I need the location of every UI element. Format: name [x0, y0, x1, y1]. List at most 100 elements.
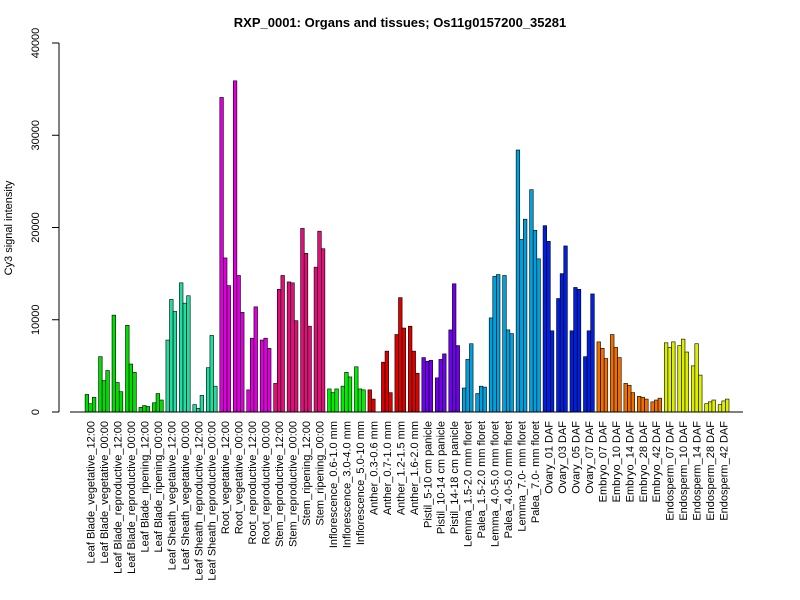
- bar: [496, 274, 501, 413]
- bar: [357, 388, 363, 413]
- x-tick-label: Ovary_05 DAF: [570, 421, 582, 494]
- bar: [725, 398, 730, 413]
- x-tick-label: Anther_1.2-1.5 mm: [395, 421, 407, 515]
- bar: [138, 407, 143, 413]
- bars-group: [70, 80, 743, 413]
- bar: [128, 363, 134, 413]
- bar: [664, 342, 669, 413]
- x-tick-label: Leaf Sheath_vegetative_00:00: [180, 421, 192, 570]
- bar: [469, 343, 474, 413]
- x-tick-label: Embryo_07 DAF: [597, 421, 609, 503]
- x-tick-label: Stem_reproductive_12:00: [274, 421, 286, 547]
- y-tick-label: 40000: [30, 28, 42, 59]
- bar: [381, 361, 386, 413]
- bar: [276, 289, 282, 413]
- bar: [246, 389, 251, 413]
- bar: [232, 80, 238, 413]
- bar: [455, 345, 460, 413]
- bar: [92, 396, 97, 413]
- x-tick-label: Lemma_1.5-2.0 mm floret: [463, 421, 475, 547]
- bar: [145, 406, 151, 413]
- bar: [583, 356, 588, 413]
- bar: [630, 392, 635, 413]
- bar: [461, 387, 467, 413]
- bar: [502, 275, 507, 413]
- bar: [425, 360, 430, 413]
- x-tick-label: Endosperm_07 DAF: [665, 421, 677, 521]
- bar: [442, 353, 447, 413]
- x-tick-label: Inflorescence_3.0-4.0 mm: [341, 421, 353, 548]
- x-tick-label: Endosperm_28 DAF: [705, 421, 717, 521]
- bar: [465, 359, 470, 413]
- bar: [421, 357, 426, 413]
- x-tick-label: Palea_7.0- mm floret: [530, 421, 542, 523]
- bar: [354, 366, 359, 413]
- bar: [721, 400, 726, 413]
- x-tick-label: Lemma_7.0- mm floret: [517, 421, 529, 532]
- bar: [273, 383, 278, 413]
- bar: [515, 149, 521, 413]
- bar: [505, 329, 511, 413]
- bar: [610, 334, 615, 413]
- x-tick-label: Palea_4.0-5.0 mm floret: [503, 421, 515, 538]
- bar: [192, 404, 197, 413]
- x-tick-label: Leaf Blade_reproductive_00:00: [126, 421, 138, 574]
- bar: [209, 335, 214, 413]
- bar: [613, 347, 618, 413]
- x-tick-label: Ovary_01 DAF: [543, 421, 555, 494]
- bar: [542, 225, 547, 413]
- bar: [253, 306, 258, 413]
- bar: [617, 357, 622, 413]
- bar: [438, 359, 443, 413]
- x-tick-label: Leaf Sheath_vegetative_12:00: [166, 421, 178, 570]
- y-axis-label: Cy3 signal intensity: [3, 180, 15, 275]
- bar: [523, 218, 528, 413]
- bar: [223, 257, 228, 413]
- bar: [475, 393, 480, 413]
- bar: [681, 338, 686, 413]
- bar: [690, 365, 696, 413]
- bar: [159, 399, 164, 413]
- bar: [482, 386, 487, 413]
- bar: [435, 377, 440, 413]
- x-tick-label: Pistil_5-10 cm panicle: [422, 421, 434, 528]
- x-tick-label: Pistil_10-14 cm panicle: [436, 421, 448, 534]
- bar: [717, 404, 723, 413]
- bar: [367, 389, 372, 413]
- bar: [263, 337, 268, 413]
- x-tick-label: Inflorescence_0.6-1.0 mm: [328, 421, 340, 548]
- bar: [347, 376, 353, 413]
- bar: [590, 293, 595, 413]
- bar: [115, 382, 120, 413]
- bar: [684, 351, 689, 413]
- bar: [492, 276, 497, 413]
- bar: [698, 374, 703, 413]
- bar: [384, 350, 389, 413]
- bar: [330, 392, 336, 413]
- bar: [98, 356, 103, 413]
- bar: [596, 341, 601, 413]
- bar: [132, 372, 137, 413]
- x-tick-label: Embryo_10 DAF: [611, 421, 623, 503]
- bar: [327, 388, 332, 413]
- bar: [488, 317, 494, 413]
- x-tick-label: Root_vegetative_00:00: [234, 421, 246, 534]
- bar: [226, 285, 231, 413]
- bar: [206, 367, 211, 413]
- bar: [240, 312, 245, 413]
- bar: [290, 282, 295, 413]
- bar: [388, 392, 393, 413]
- x-tick-label: Endosperm_10 DAF: [678, 421, 690, 521]
- bar: [169, 299, 174, 413]
- bar: [627, 384, 632, 413]
- bar: [286, 281, 292, 413]
- y-tick-label: 0: [30, 409, 42, 415]
- bar: [573, 287, 578, 413]
- bar: [448, 329, 453, 413]
- x-tick-label: Embryo_28 DAF: [638, 421, 650, 503]
- bar: [671, 341, 676, 413]
- bar: [344, 372, 349, 413]
- y-axis: 0 10000 20000 30000 40000: [30, 28, 60, 415]
- x-tick-label: Root_reproductive_00:00: [261, 421, 273, 545]
